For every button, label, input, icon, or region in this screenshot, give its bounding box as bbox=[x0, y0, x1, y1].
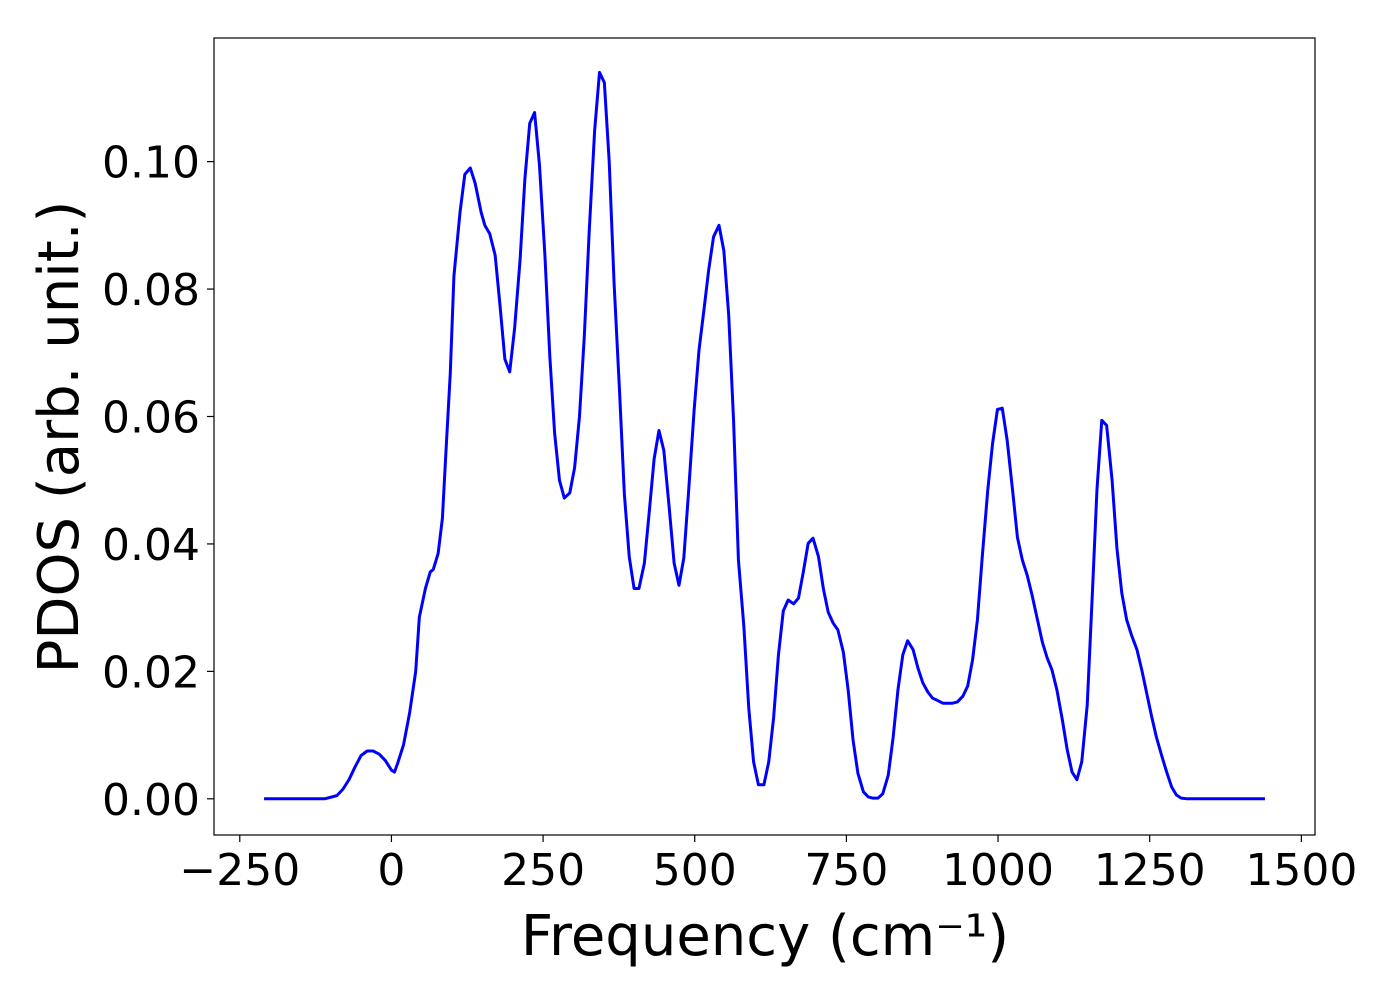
y-tick-label: 0.06 bbox=[102, 392, 200, 443]
y-tick-label: 0.10 bbox=[102, 138, 200, 189]
y-tick-label: 0.02 bbox=[102, 647, 200, 698]
x-tick-label: 1000 bbox=[942, 845, 1054, 896]
x-tick-label: 500 bbox=[653, 845, 737, 896]
y-tick-label: 0.00 bbox=[102, 775, 200, 826]
x-tick-label: 250 bbox=[501, 845, 585, 896]
x-axis-label: Frequency (cm⁻¹) bbox=[521, 904, 1009, 969]
x-tick-label: 1500 bbox=[1245, 845, 1357, 896]
y-tick-label: 0.08 bbox=[102, 265, 200, 316]
y-axis-label: PDOS (arb. unit.) bbox=[27, 201, 92, 674]
x-tick-label: 0 bbox=[377, 845, 405, 896]
y-tick-label: 0.04 bbox=[102, 520, 200, 571]
line-series bbox=[264, 70, 1265, 801]
x-tick-label: 1250 bbox=[1094, 845, 1206, 896]
x-tick-label: 750 bbox=[804, 845, 888, 896]
plot-frame bbox=[213, 37, 1316, 836]
x-tick-label: −250 bbox=[179, 845, 300, 896]
